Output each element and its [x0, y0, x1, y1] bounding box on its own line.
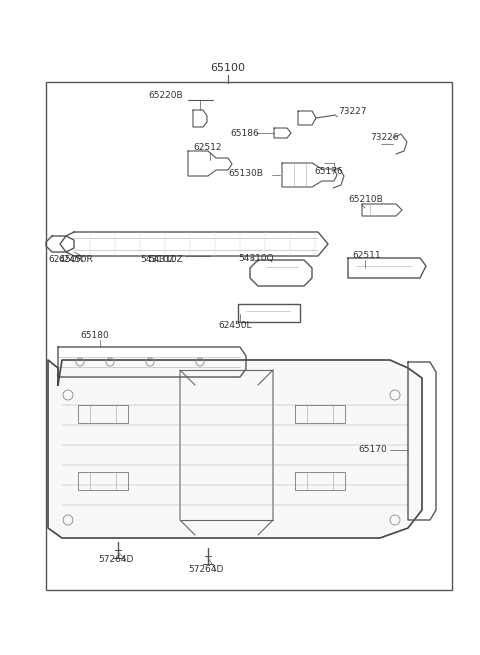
Text: 65130B: 65130B [228, 168, 263, 178]
Text: 73226: 73226 [370, 132, 398, 141]
Text: 65186: 65186 [230, 128, 259, 138]
Text: 57264D: 57264D [98, 555, 133, 565]
Text: 65176: 65176 [314, 168, 343, 176]
Bar [46, 82, 452, 590]
Text: 65210B: 65210B [348, 195, 383, 204]
Text: 65170: 65170 [358, 445, 387, 455]
Text: 65220B: 65220B [148, 92, 182, 100]
Text: 65100: 65100 [211, 63, 245, 73]
Text: 54310Z: 54310Z [140, 255, 175, 265]
Text: 57264D: 57264D [188, 565, 223, 574]
Text: 54310Q: 54310Q [238, 253, 274, 263]
Text: 62450L: 62450L [218, 320, 252, 329]
Text: 73227: 73227 [338, 107, 367, 117]
Text: 62450R: 62450R [48, 255, 83, 265]
Text: 62450R: 62450R [58, 255, 93, 265]
Text: 62511: 62511 [352, 252, 381, 261]
Text: 62512: 62512 [193, 143, 221, 153]
Text: 65180: 65180 [80, 331, 109, 339]
Text: 54310Z: 54310Z [148, 255, 183, 265]
Polygon shape [48, 360, 422, 538]
